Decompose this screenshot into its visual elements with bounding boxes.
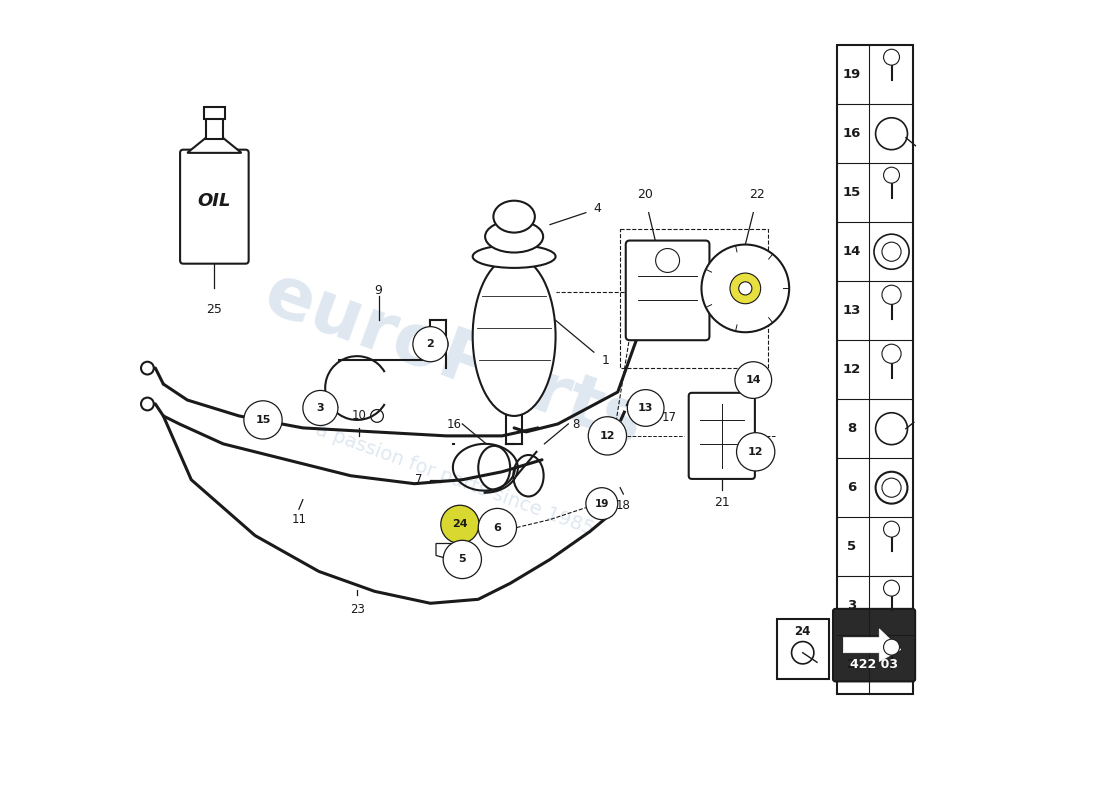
- Text: 1: 1: [602, 354, 609, 366]
- Circle shape: [443, 540, 482, 578]
- Text: 23: 23: [350, 603, 364, 616]
- Polygon shape: [436, 543, 459, 559]
- Circle shape: [244, 401, 282, 439]
- Circle shape: [478, 509, 517, 546]
- Bar: [204, 106, 224, 119]
- FancyBboxPatch shape: [180, 150, 249, 264]
- Circle shape: [883, 167, 900, 183]
- Circle shape: [588, 417, 627, 455]
- Text: 25: 25: [207, 302, 222, 316]
- Text: 6: 6: [847, 481, 856, 494]
- Circle shape: [883, 50, 900, 65]
- Ellipse shape: [485, 221, 543, 253]
- Circle shape: [141, 362, 154, 374]
- Text: 3: 3: [317, 403, 324, 413]
- Circle shape: [441, 506, 478, 543]
- Circle shape: [883, 521, 900, 537]
- Circle shape: [141, 398, 154, 410]
- Text: 12: 12: [748, 447, 763, 457]
- Ellipse shape: [473, 245, 556, 268]
- Bar: [206, 117, 223, 139]
- Text: 15: 15: [843, 186, 860, 199]
- Circle shape: [730, 273, 761, 304]
- Polygon shape: [844, 629, 901, 662]
- Text: 2: 2: [847, 658, 856, 671]
- Text: 5: 5: [847, 540, 856, 553]
- Circle shape: [883, 639, 900, 655]
- Text: 24: 24: [794, 625, 811, 638]
- Text: 7: 7: [415, 474, 422, 486]
- Text: 12: 12: [843, 363, 860, 376]
- Text: 17: 17: [661, 411, 676, 424]
- Bar: [837, 46, 913, 694]
- Text: 9: 9: [375, 285, 383, 298]
- Text: a passion for parts since 1985: a passion for parts since 1985: [312, 420, 596, 539]
- Text: 24: 24: [452, 519, 468, 530]
- Circle shape: [739, 282, 752, 295]
- Text: 6: 6: [494, 522, 502, 533]
- Text: 10: 10: [351, 410, 366, 422]
- Text: 2: 2: [427, 339, 434, 349]
- Circle shape: [702, 245, 789, 332]
- Bar: [778, 619, 829, 679]
- Circle shape: [735, 362, 771, 398]
- Circle shape: [883, 580, 900, 596]
- Text: 16: 16: [843, 127, 860, 140]
- Polygon shape: [187, 137, 242, 153]
- Text: 14: 14: [746, 375, 761, 385]
- FancyBboxPatch shape: [833, 609, 915, 682]
- Circle shape: [882, 285, 901, 304]
- Text: 8: 8: [573, 418, 580, 431]
- Text: 21: 21: [714, 496, 729, 509]
- Text: 5: 5: [459, 554, 466, 565]
- Text: 16: 16: [447, 418, 462, 431]
- Circle shape: [882, 344, 901, 363]
- Text: 8: 8: [847, 422, 856, 435]
- Text: 13: 13: [843, 304, 860, 318]
- Text: 11: 11: [292, 513, 307, 526]
- FancyBboxPatch shape: [626, 241, 710, 340]
- Text: OIL: OIL: [198, 192, 231, 210]
- Text: 15: 15: [255, 415, 271, 425]
- Circle shape: [627, 390, 664, 426]
- Text: 18: 18: [616, 498, 630, 512]
- Bar: [620, 229, 768, 368]
- Circle shape: [302, 390, 338, 426]
- Text: 20: 20: [637, 188, 652, 201]
- Text: euroParts: euroParts: [255, 259, 653, 461]
- Text: 422 03: 422 03: [850, 658, 898, 671]
- Text: 12: 12: [600, 431, 615, 441]
- Ellipse shape: [473, 257, 556, 416]
- Text: 14: 14: [843, 246, 860, 258]
- Circle shape: [586, 488, 618, 519]
- Circle shape: [737, 433, 774, 471]
- Circle shape: [412, 326, 448, 362]
- Text: 19: 19: [595, 498, 609, 509]
- Text: 22: 22: [749, 188, 766, 201]
- Ellipse shape: [494, 201, 535, 233]
- FancyBboxPatch shape: [689, 393, 755, 479]
- Text: 4: 4: [594, 202, 602, 215]
- Text: 3: 3: [847, 599, 856, 612]
- Text: 19: 19: [843, 68, 860, 82]
- Text: 13: 13: [638, 403, 653, 413]
